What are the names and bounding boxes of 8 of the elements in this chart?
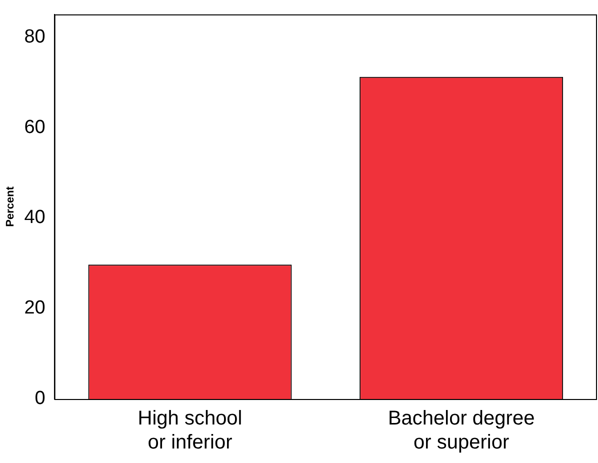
y-tick-label: 0 — [34, 388, 46, 410]
x-tick-label: Bachelor degree or superior — [388, 408, 535, 454]
y-axis-title: Percent — [4, 186, 17, 227]
y-tick-label: 60 — [24, 116, 46, 138]
y-tick-label: 20 — [24, 298, 46, 319]
y-tick-label: 80 — [24, 26, 46, 48]
x-tick-label: High school or inferior — [138, 408, 242, 454]
y-tick-label: 40 — [24, 207, 46, 228]
